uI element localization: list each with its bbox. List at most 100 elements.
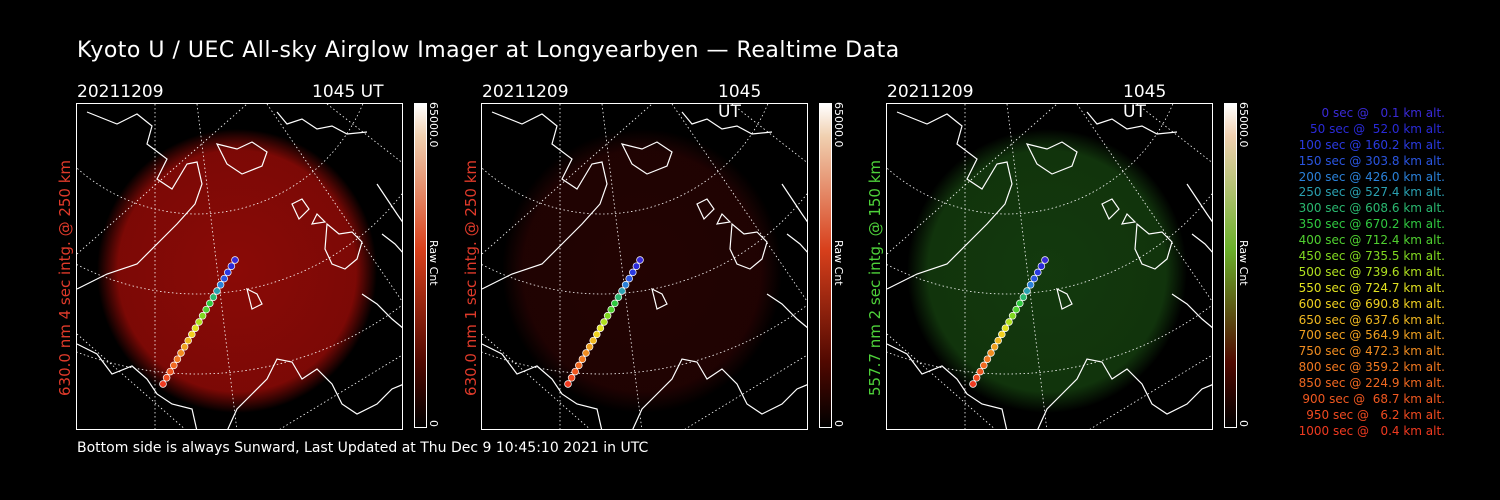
legend-row: 150 sec @ 303.8 km alt. <box>1298 153 1445 168</box>
panel-ylabel: 557.7 nm 2 sec intg. @ 150 km <box>866 159 884 396</box>
panel-ylabel: 630.0 nm 1 sec intg. @ 250 km <box>462 159 480 396</box>
trajectory-point <box>636 256 644 264</box>
legend-row: 50 sec @ 52.0 km alt. <box>1310 121 1445 136</box>
airglow-disk <box>907 129 1187 413</box>
trajectory-point <box>159 380 167 388</box>
legend-row: 1000 sec @ 0.4 km alt. <box>1298 423 1445 438</box>
colorbar-label: Raw Cnt <box>427 240 440 286</box>
legend-row: 800 sec @ 359.2 km alt. <box>1298 360 1445 375</box>
legend-row: 700 sec @ 564.9 km alt. <box>1298 328 1445 343</box>
panel-time: 1045 UT <box>312 82 384 102</box>
lat-lon-grid <box>482 104 807 429</box>
trajectory-point <box>1034 268 1042 277</box>
trajectory-point <box>611 299 619 308</box>
coastlines <box>887 111 1212 429</box>
legend-row: 650 sec @ 637.6 km alt. <box>1298 312 1445 327</box>
colorbar-max: 65000.0 <box>1237 102 1250 148</box>
trajectory-point <box>629 268 637 277</box>
trajectory-point <box>224 268 232 277</box>
legend-row: 750 sec @ 472.3 km alt. <box>1298 344 1445 359</box>
colorbar-label: Raw Cnt <box>1237 240 1250 286</box>
trajectory-point <box>231 256 239 264</box>
trajectory-point <box>589 336 597 345</box>
lat-lon-grid <box>77 104 402 429</box>
trajectory-point <box>994 336 1002 345</box>
trajectory-point <box>987 349 995 357</box>
legend-row: 600 sec @ 690.8 km alt. <box>1298 296 1445 311</box>
trajectory-point <box>575 361 583 370</box>
legend-row: 200 sec @ 426.0 km alt. <box>1298 169 1445 184</box>
airglow-disk <box>502 129 782 413</box>
coastlines <box>77 111 402 429</box>
allsky-map-svg <box>77 104 402 429</box>
trajectory-point <box>582 349 590 357</box>
trajectory-point <box>1023 287 1031 295</box>
trajectory-point <box>1026 281 1035 289</box>
trajectory-point <box>191 324 200 332</box>
allsky-map-svg <box>482 104 807 429</box>
trajectory-point <box>976 367 984 376</box>
panel-date: 20211209 <box>887 82 974 102</box>
allsky-image <box>76 103 403 430</box>
legend-row: 350 sec @ 670.2 km alt. <box>1298 217 1445 232</box>
panel-1: 20211209 1045 UT 630.0 nm 4 sec intg. @ … <box>0 0 440 500</box>
airglow-disk <box>97 129 377 413</box>
trajectory-point <box>1041 256 1049 264</box>
trajectory-point <box>571 367 579 376</box>
trajectory-point <box>578 355 587 363</box>
trajectory-point <box>972 374 981 382</box>
trajectory-point <box>173 355 182 363</box>
trajectory-point <box>213 287 221 295</box>
legend-row: 900 sec @ 68.7 km alt. <box>1302 392 1445 407</box>
colorbar <box>414 103 427 428</box>
legend-row: 500 sec @ 739.6 km alt. <box>1298 264 1445 279</box>
trajectory-point <box>603 312 612 320</box>
trajectory-point <box>220 274 228 283</box>
colorbar <box>1224 103 1237 428</box>
trajectory-point <box>1016 299 1024 308</box>
colorbar-min: 0 <box>832 420 845 427</box>
trajectory-point <box>206 299 214 308</box>
trajectory-point <box>607 305 615 314</box>
trajectory-point <box>585 343 594 351</box>
trajectory-legend: 0 sec @ 0.1 km alt. 50 sec @ 52.0 km alt.… <box>1270 106 1445 440</box>
trajectory-point <box>177 349 185 357</box>
trajectory-point <box>969 380 977 388</box>
legend-row: 400 sec @ 712.4 km alt. <box>1298 233 1445 248</box>
panel-3: 20211209 1045 UT 557.7 nm 2 sec intg. @ … <box>0 0 1250 500</box>
trajectory-point <box>632 262 641 270</box>
trajectory-point <box>600 318 608 326</box>
trajectory-point <box>1012 305 1020 314</box>
panel-time: 1045 UT <box>718 82 762 122</box>
trajectory-point <box>983 355 992 363</box>
trajectory-point <box>618 287 626 295</box>
colorbar-label: Raw Cnt <box>832 240 845 286</box>
trajectory-point <box>227 262 236 270</box>
trajectory-point <box>614 293 623 301</box>
panel-date: 20211209 <box>482 82 569 102</box>
trajectory-point <box>596 324 605 332</box>
legend-row: 250 sec @ 527.4 km alt. <box>1298 185 1445 200</box>
trajectory-point <box>184 336 192 345</box>
trajectory-point <box>593 330 601 339</box>
trajectory-point <box>1008 312 1017 320</box>
allsky-image <box>886 103 1213 430</box>
trajectory-point <box>1030 274 1038 283</box>
trajectory-point <box>1037 262 1046 270</box>
trajectory-point <box>621 281 630 289</box>
trajectory-point <box>980 361 988 370</box>
trajectory-point <box>198 312 207 320</box>
trajectory-point <box>195 318 203 326</box>
colorbar-min: 0 <box>427 420 440 427</box>
trajectory-point <box>1001 324 1010 332</box>
trajectory-point <box>567 374 576 382</box>
trajectory-point <box>180 343 189 351</box>
panel-2: 20211209 1045 UT 630.0 nm 1 sec intg. @ … <box>0 0 845 500</box>
trajectory-point <box>170 361 178 370</box>
legend-row: 0 sec @ 0.1 km alt. <box>1321 106 1446 120</box>
panel-time: 1045 UT <box>1123 82 1167 122</box>
trajectory-point <box>1005 318 1013 326</box>
trajectory-point <box>998 330 1006 339</box>
allsky-image <box>481 103 808 430</box>
legend-row: 850 sec @ 224.9 km alt. <box>1298 376 1445 391</box>
